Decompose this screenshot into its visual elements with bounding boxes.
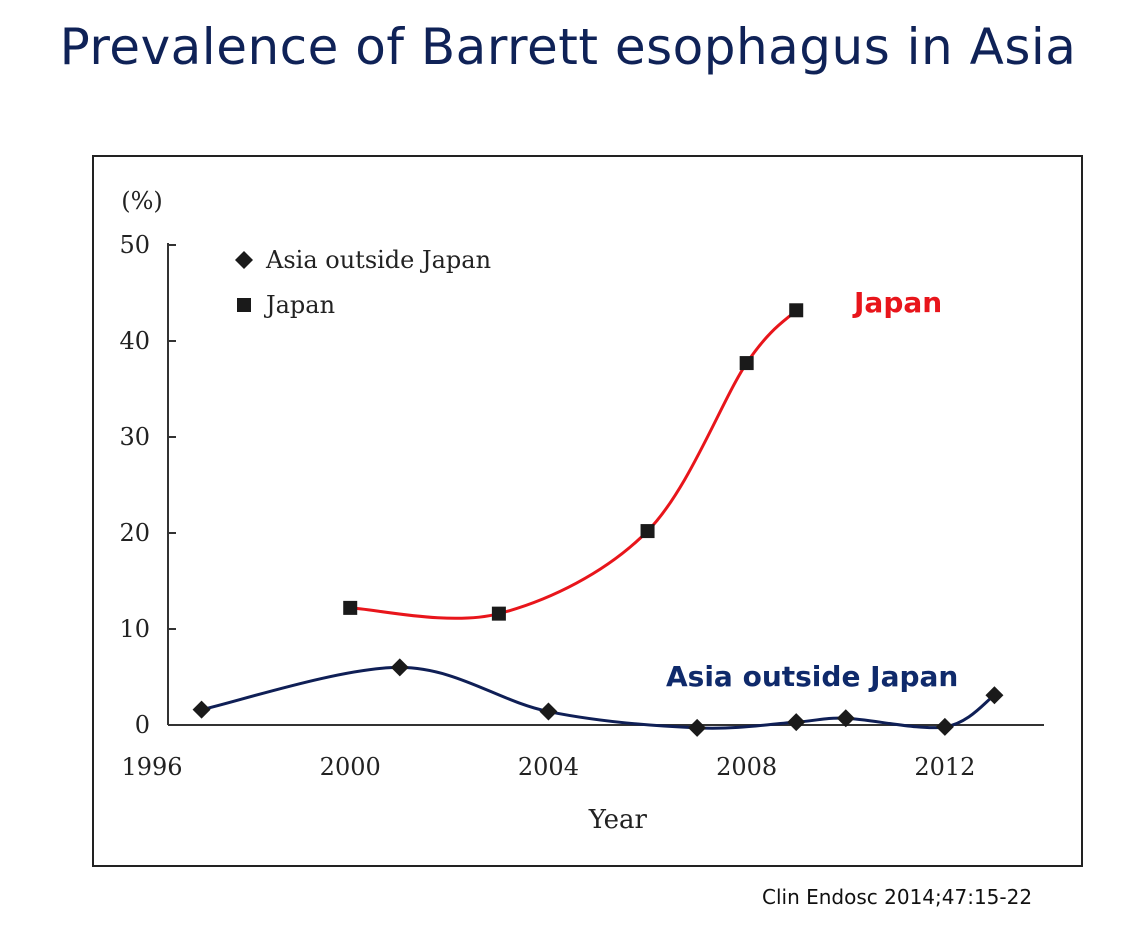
data-point-japan bbox=[789, 303, 804, 318]
data-point-asia-outside-japan bbox=[390, 658, 409, 677]
data-point-asia-outside-japan bbox=[192, 700, 211, 719]
citation: Clin Endosc 2014;47:15-22 bbox=[762, 885, 1033, 909]
data-point-asia-outside-japan bbox=[688, 718, 707, 737]
series-line-japan bbox=[350, 309, 798, 620]
y-axis-label: (%) bbox=[121, 187, 163, 215]
line-chart: 0 10 20 30 40 50 1996 2000 2004 2008 2012 (%) Year J… bbox=[119, 187, 1044, 835]
data-point-asia-outside-japan bbox=[985, 686, 1004, 705]
chart-frame: 0 10 20 30 40 50 1996 2000 2004 2008 2012 (%) Year J… bbox=[92, 155, 1083, 867]
data-point-japan bbox=[640, 524, 655, 539]
legend-label-japan: Japan bbox=[263, 291, 335, 319]
data-point-asia-outside-japan bbox=[539, 702, 558, 721]
data-point-asia-outside-japan bbox=[935, 717, 954, 736]
x-tick-label: 2004 bbox=[518, 753, 579, 781]
y-tick-label: 30 bbox=[119, 423, 150, 451]
slide-title: Prevalence of Barrett esophagus in Asia bbox=[59, 18, 1077, 76]
japan-curve-label: Japan bbox=[852, 286, 942, 319]
legend-label-asia: Asia outside Japan bbox=[265, 246, 491, 274]
x-tick-label: 2008 bbox=[716, 753, 777, 781]
y-tick-label: 10 bbox=[119, 615, 150, 643]
y-tick-label: 40 bbox=[119, 327, 150, 355]
data-point-asia-outside-japan bbox=[787, 713, 806, 732]
y-tick-label: 0 bbox=[135, 711, 150, 739]
y-tick-label: 50 bbox=[119, 231, 150, 259]
x-tick-label: 1996 bbox=[121, 753, 182, 781]
legend-marker-diamond bbox=[235, 251, 253, 269]
x-axis-label: Year bbox=[588, 805, 648, 835]
data-point-japan bbox=[739, 356, 754, 371]
legend-marker-square bbox=[237, 298, 251, 312]
data-point-asia-outside-japan bbox=[836, 709, 855, 728]
x-tick-label: 2000 bbox=[320, 753, 381, 781]
data-point-japan bbox=[343, 600, 358, 615]
y-tick-label: 20 bbox=[119, 519, 150, 547]
asia-curve-label: Asia outside Japan bbox=[666, 660, 958, 693]
data-point-japan bbox=[491, 606, 506, 621]
x-tick-label: 2012 bbox=[914, 753, 975, 781]
